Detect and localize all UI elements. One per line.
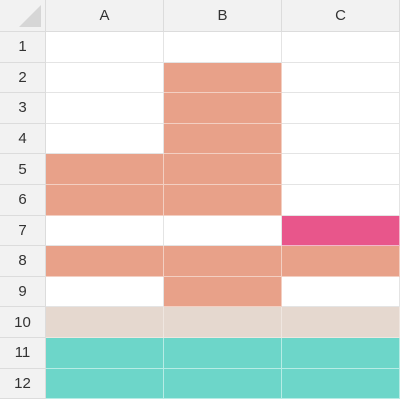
cell-a11[interactable] [46, 337, 164, 369]
cell-c12[interactable] [282, 368, 400, 400]
cell-b3[interactable] [164, 93, 282, 124]
cell-a9[interactable] [46, 276, 164, 308]
cell-b12[interactable] [164, 368, 282, 400]
cell-a2[interactable] [46, 62, 164, 94]
cell-b5[interactable] [164, 154, 282, 185]
row-header-5[interactable]: 5 [0, 154, 46, 185]
cell-c8[interactable] [282, 246, 400, 277]
row-header-3[interactable]: 3 [0, 93, 46, 124]
cell-c2[interactable] [282, 62, 400, 94]
cell-a10[interactable] [46, 307, 164, 338]
row-header-2[interactable]: 2 [0, 62, 46, 94]
row-header-1[interactable]: 1 [0, 32, 46, 63]
cell-a1[interactable] [46, 32, 164, 63]
cell-c4[interactable] [282, 123, 400, 155]
cell-b10[interactable] [164, 307, 282, 338]
cell-b2[interactable] [164, 62, 282, 94]
column-header-b[interactable]: B [164, 0, 282, 32]
row-header-4[interactable]: 4 [0, 123, 46, 155]
cell-c10[interactable] [282, 307, 400, 338]
cell-a3[interactable] [46, 93, 164, 124]
cell-a8[interactable] [46, 246, 164, 277]
select-all-triangle-icon [19, 5, 41, 27]
cell-a4[interactable] [46, 123, 164, 155]
cell-b7[interactable] [164, 215, 282, 247]
cell-c9[interactable] [282, 276, 400, 308]
column-header-a[interactable]: A [46, 0, 164, 32]
cell-b4[interactable] [164, 123, 282, 155]
cell-a6[interactable] [46, 184, 164, 216]
cell-b9[interactable] [164, 276, 282, 308]
cell-c5[interactable] [282, 154, 400, 185]
cell-a5[interactable] [46, 154, 164, 185]
column-header-c[interactable]: C [282, 0, 400, 32]
cell-b6[interactable] [164, 184, 282, 216]
cell-c3[interactable] [282, 93, 400, 124]
cell-c11[interactable] [282, 337, 400, 369]
cell-c7[interactable] [282, 215, 400, 247]
cell-c1[interactable] [282, 32, 400, 63]
row-header-8[interactable]: 8 [0, 246, 46, 277]
cell-b8[interactable] [164, 246, 282, 277]
cell-b1[interactable] [164, 32, 282, 63]
select-all-corner[interactable] [0, 0, 46, 32]
cell-b11[interactable] [164, 337, 282, 369]
cell-a7[interactable] [46, 215, 164, 247]
row-header-10[interactable]: 10 [0, 307, 46, 338]
cell-a12[interactable] [46, 368, 164, 400]
row-header-12[interactable]: 12 [0, 368, 46, 400]
cell-c6[interactable] [282, 184, 400, 216]
row-header-6[interactable]: 6 [0, 184, 46, 216]
row-header-11[interactable]: 11 [0, 337, 46, 369]
row-header-7[interactable]: 7 [0, 215, 46, 247]
row-header-9[interactable]: 9 [0, 276, 46, 308]
